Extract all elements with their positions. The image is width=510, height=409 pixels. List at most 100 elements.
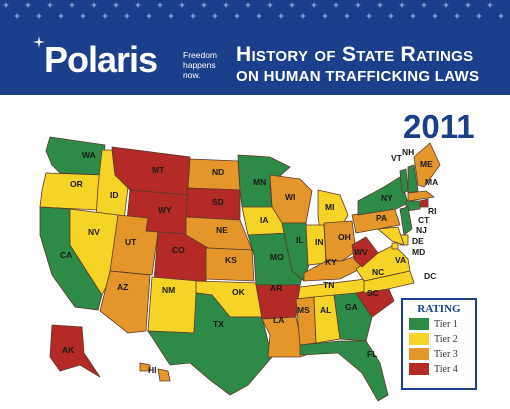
- state-label: ID: [110, 190, 119, 200]
- state-label: LA: [273, 315, 284, 325]
- tagline-line: happens: [183, 60, 216, 70]
- star-icon: [311, 2, 317, 8]
- state-wv: [351, 236, 379, 268]
- state-label: FL: [367, 349, 377, 359]
- legend-swatch: [409, 348, 429, 360]
- state-label: UT: [125, 237, 137, 247]
- state-label: DC: [424, 271, 436, 281]
- star-pattern: [3, 2, 504, 19]
- star-icon: [377, 2, 383, 8]
- legend-item: Tier 3: [409, 348, 475, 360]
- star-icon: [399, 2, 405, 8]
- state-hi: [139, 362, 171, 382]
- state-label: DE: [412, 236, 424, 246]
- star-icon: [212, 13, 218, 19]
- star-icon: [168, 13, 174, 19]
- tagline-line: Freedom: [183, 50, 218, 60]
- star-icon: [223, 2, 229, 8]
- state-label: MA: [425, 177, 438, 187]
- state-label: NH: [402, 147, 414, 157]
- state-label: OH: [338, 232, 351, 242]
- state-label: WY: [158, 205, 172, 215]
- star-icon: [487, 2, 493, 8]
- legend-swatch: [409, 333, 429, 345]
- state-label: OK: [232, 287, 246, 297]
- state-label: AZ: [117, 282, 128, 292]
- state-label: NY: [381, 193, 393, 203]
- state-label: MT: [152, 165, 165, 175]
- logo-tagline: Freedom happens now.: [183, 50, 228, 80]
- state-label: AL: [320, 305, 331, 315]
- state-label: MO: [270, 252, 284, 262]
- star-icon: [36, 13, 42, 19]
- star-icon: [245, 2, 251, 8]
- state-label: MI: [325, 202, 334, 212]
- star-icon: [289, 2, 295, 8]
- star-icon: [14, 13, 20, 19]
- star-icon: [179, 2, 185, 8]
- state-label: SD: [212, 197, 224, 207]
- page-title: History of State Ratings on Human Traffi…: [236, 44, 479, 88]
- legend-item: Tier 1: [409, 318, 475, 330]
- star-icon: [322, 13, 328, 19]
- state-nh: [407, 164, 419, 194]
- star-icon: [344, 13, 350, 19]
- state-label: TX: [213, 319, 224, 329]
- state-nj: [399, 206, 413, 236]
- star-icon: [157, 2, 163, 8]
- state-label: VT: [391, 153, 403, 163]
- title-line-2: on Human Trafficking Laws: [236, 68, 480, 85]
- state-label: WI: [285, 192, 295, 202]
- state-label: OR: [70, 179, 83, 189]
- polaris-logo[interactable]: Polaris: [44, 39, 158, 80]
- star-icon: [201, 2, 207, 8]
- state-ri: [419, 198, 429, 208]
- star-icon: [190, 13, 196, 19]
- star-icon: [25, 2, 31, 8]
- star-icon: [124, 13, 130, 19]
- state-label: TN: [323, 280, 334, 290]
- star-icon: [498, 13, 504, 19]
- star-icon: [113, 2, 119, 8]
- star-icon: [454, 13, 460, 19]
- legend-label: Tier 1: [434, 318, 458, 330]
- legend-title: RATING: [417, 303, 461, 315]
- state-fl: [299, 340, 389, 402]
- state-label: IA: [260, 215, 269, 225]
- state-label: GA: [345, 302, 358, 312]
- star-icon: [69, 2, 75, 8]
- state-label: CO: [172, 245, 185, 255]
- star-icon: [91, 2, 97, 8]
- star-icon: [410, 13, 416, 19]
- star-icon: [267, 2, 273, 8]
- state-label: WV: [354, 247, 368, 257]
- state-or: [39, 172, 103, 211]
- state-label: IL: [296, 235, 304, 245]
- state-label: NM: [162, 285, 175, 295]
- star-icon: [47, 2, 53, 8]
- state-dc: [391, 242, 399, 250]
- state-ak: [49, 324, 101, 378]
- star-icon: [432, 13, 438, 19]
- star-icon: [388, 13, 394, 19]
- rating-legend: RATING Tier 1 Tier 2 Tier 3 Tier 4: [401, 298, 477, 390]
- state-wa: [45, 136, 106, 176]
- state-label: NV: [88, 227, 100, 237]
- star-icon: [3, 2, 9, 8]
- star-icon: [333, 2, 339, 8]
- star-icon: [146, 13, 152, 19]
- star-icon: [256, 13, 262, 19]
- state-label: ND: [212, 167, 224, 177]
- state-label: VA: [395, 255, 406, 265]
- state-oh: [323, 220, 357, 262]
- legend-label: Tier 4: [434, 363, 458, 375]
- star-icon: [300, 13, 306, 19]
- sparkle-icon: [33, 36, 45, 48]
- star-icon: [421, 2, 427, 8]
- state-label: IN: [315, 237, 324, 247]
- state-label: CT: [418, 215, 430, 225]
- star-icon: [58, 13, 64, 19]
- legend-item: Tier 2: [409, 333, 475, 345]
- state-ks: [205, 247, 255, 282]
- state-label: MD: [412, 247, 425, 257]
